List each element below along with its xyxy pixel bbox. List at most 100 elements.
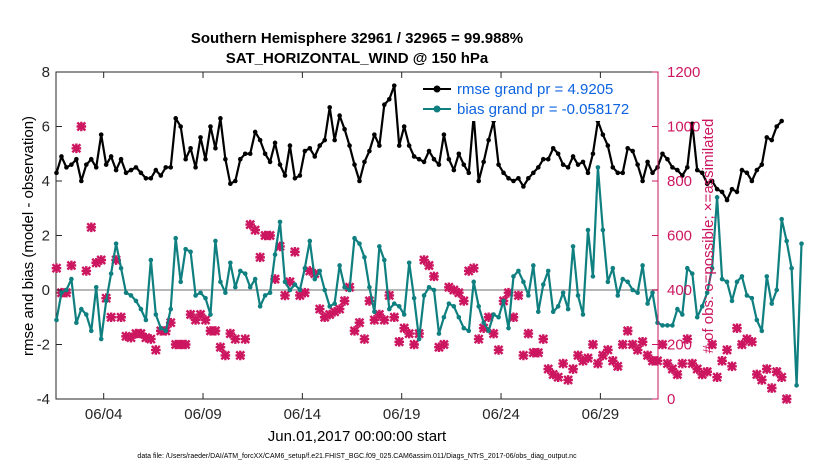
obs-count-point <box>314 304 325 314</box>
bias-point <box>411 295 417 301</box>
obs-count-point <box>682 334 693 344</box>
bias-point <box>739 274 745 279</box>
rmse-point <box>511 178 516 184</box>
bias-point <box>123 290 129 296</box>
rmse-point <box>521 184 526 189</box>
obs-count-point <box>528 347 539 358</box>
footer-data-file: data file: /Users/raeder/DAI/ATM_forcXX/… <box>137 453 577 460</box>
rmse-point <box>540 156 546 162</box>
bias-point <box>54 317 59 323</box>
obs-count-point <box>533 347 544 358</box>
bias-point <box>680 312 685 317</box>
bias-point <box>74 320 79 326</box>
obs-count-point <box>265 230 275 241</box>
bias-point <box>391 301 397 306</box>
obs-count-point <box>761 364 772 374</box>
rmse-point <box>123 170 129 176</box>
obs-count-point <box>359 334 370 344</box>
bias-point <box>223 290 228 296</box>
obs-count-point <box>295 290 305 301</box>
bias-point <box>620 276 626 282</box>
bias-point <box>580 312 586 317</box>
bias-point <box>262 293 268 298</box>
bias-point <box>501 298 506 304</box>
rmse-point <box>153 167 159 173</box>
bias-series <box>54 165 804 388</box>
obs-count-point <box>637 336 648 347</box>
bias-point <box>699 304 705 309</box>
obs-count-point <box>632 345 643 355</box>
bias-point <box>689 271 695 276</box>
bias-point <box>694 314 700 320</box>
bias-point <box>719 276 725 282</box>
obs-count-point <box>146 334 156 344</box>
x-axis-label: Jun.01,2017 00:00:00 start <box>268 428 447 445</box>
rmse-point <box>640 178 645 184</box>
rmse-point <box>764 135 770 140</box>
bias-point <box>143 317 149 323</box>
rmse-point <box>754 167 760 173</box>
rmse-point <box>357 178 362 184</box>
rmse-point <box>501 170 506 176</box>
bias-point <box>272 252 278 257</box>
obs-count-point <box>230 334 241 344</box>
obs-count-markers <box>51 121 792 404</box>
rmse-point <box>54 170 59 176</box>
rmse-point <box>158 173 164 178</box>
obs-count-point <box>394 336 405 347</box>
rmse-point <box>98 132 104 137</box>
rmse-point <box>481 159 486 165</box>
obs-count-point <box>622 326 633 336</box>
rmse-point <box>188 146 193 151</box>
obs-count-point <box>781 394 792 404</box>
bias-point <box>228 260 233 266</box>
rmse-point <box>108 154 114 159</box>
rmse-point <box>297 173 303 178</box>
bias-point <box>744 293 750 298</box>
rmse-point <box>64 165 69 170</box>
obs-count-point <box>627 339 638 350</box>
obs-count-point <box>150 345 161 355</box>
rmse-point <box>680 173 685 178</box>
legend-rmse-label: rmse grand pr = 4.9205 <box>457 81 613 98</box>
bias-point <box>168 306 174 312</box>
bias-point <box>218 279 223 285</box>
bias-point <box>491 312 496 317</box>
rmse-point <box>83 162 89 167</box>
bias-point <box>292 282 298 287</box>
rmse-point <box>228 181 233 187</box>
obs-count-point <box>692 364 703 374</box>
rmse-point <box>675 167 680 173</box>
chart-title: Southern Hemisphere 32961 / 32965 = 99.9… <box>191 30 523 47</box>
obs-count-point <box>747 336 757 347</box>
bias-point <box>486 328 491 334</box>
obs-count-point <box>737 339 747 350</box>
rmse-point <box>386 96 392 102</box>
obs-count-point <box>329 306 340 317</box>
y2-tick-label: 1200 <box>667 64 700 81</box>
obs-count-point <box>563 375 573 385</box>
bias-point <box>148 257 154 263</box>
bias-point <box>466 328 472 334</box>
rmse-point <box>466 170 472 176</box>
bias-point <box>734 279 740 285</box>
y2-tick-label: 600 <box>667 228 692 245</box>
rmse-point <box>372 132 377 137</box>
bias-point <box>367 284 372 290</box>
bias-point <box>640 263 645 268</box>
obs-count-point <box>215 342 226 353</box>
bias-point <box>759 328 765 334</box>
obs-count-point <box>439 339 449 350</box>
rmse-point <box>342 126 347 132</box>
rmse-point <box>615 170 621 176</box>
obs-count-point <box>473 334 484 344</box>
obs-count-point <box>647 356 658 366</box>
rmse-point <box>252 129 258 135</box>
bias-point <box>799 241 804 246</box>
y2-tick-label: 200 <box>667 337 692 354</box>
bias-point <box>565 306 571 312</box>
bias-point <box>64 287 69 293</box>
obs-count-point <box>111 255 121 265</box>
bias-point <box>158 325 164 331</box>
rmse-point <box>610 165 616 170</box>
